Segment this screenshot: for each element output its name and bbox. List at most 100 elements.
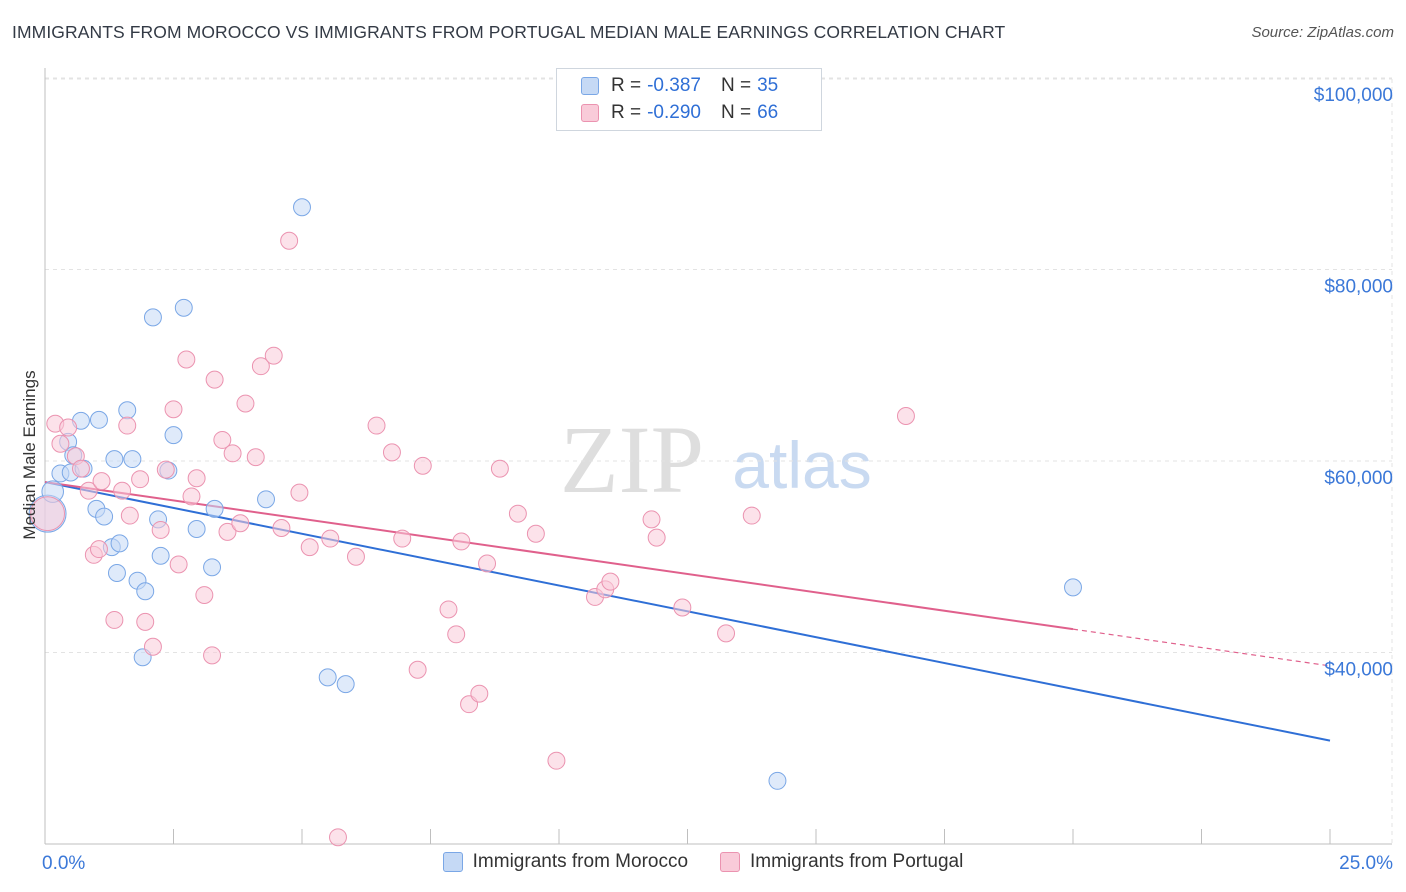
legend-row-portugal: R = -0.290 N = 66 bbox=[581, 100, 778, 126]
portugal-legend-swatch bbox=[720, 852, 741, 872]
portugal-point bbox=[290, 483, 309, 502]
morocco-n-value: 35 bbox=[757, 75, 779, 96]
morocco-swatch bbox=[581, 77, 599, 95]
series-legend: Immigrants from Morocco Immigrants from … bbox=[0, 851, 1406, 873]
portugal-r-value: -0.290 bbox=[647, 102, 701, 123]
stats-legend: R = -0.387 N = 35 R = -0.290 N = 66 bbox=[556, 68, 822, 131]
portugal-point bbox=[136, 612, 155, 631]
portugal-point bbox=[470, 684, 489, 703]
portugal-point bbox=[195, 586, 214, 605]
morocco-point bbox=[107, 564, 126, 582]
morocco-point bbox=[1064, 578, 1082, 597]
morocco-point bbox=[105, 450, 124, 469]
portugal-point bbox=[113, 481, 132, 500]
portugal-point bbox=[272, 519, 291, 537]
morocco-point bbox=[205, 499, 224, 518]
legend-item-morocco[interactable]: Immigrants from Morocco bbox=[442, 851, 688, 873]
portugal-point bbox=[131, 470, 150, 489]
portugal-point bbox=[187, 469, 206, 488]
portugal-point bbox=[742, 506, 761, 525]
portugal-point bbox=[413, 456, 432, 475]
portugal-point bbox=[143, 637, 162, 656]
portugal-point bbox=[526, 524, 545, 543]
portugal-point bbox=[647, 528, 666, 547]
portugal-point bbox=[51, 434, 70, 453]
morocco-r-value: -0.387 bbox=[647, 75, 701, 96]
portugal-point bbox=[79, 481, 98, 500]
portugal-point bbox=[203, 646, 222, 665]
morocco-point bbox=[318, 668, 337, 687]
morocco-point bbox=[203, 558, 222, 577]
morocco-legend-swatch bbox=[442, 852, 463, 872]
portugal-point bbox=[896, 407, 915, 425]
morocco-point bbox=[257, 490, 275, 509]
morocco-point bbox=[164, 426, 183, 445]
morocco-point bbox=[136, 582, 155, 601]
morocco-point bbox=[174, 298, 193, 317]
y-tick-label: $100,000 bbox=[1314, 85, 1393, 106]
y-tick-label: $40,000 bbox=[1324, 660, 1393, 681]
portugal-point bbox=[673, 598, 692, 617]
portugal-point bbox=[205, 370, 224, 389]
portugal-point bbox=[182, 487, 201, 506]
portugal-point bbox=[347, 547, 365, 566]
y-tick-label: $80,000 bbox=[1324, 277, 1393, 298]
chart-title: IMMIGRANTS FROM MOROCCO VS IMMIGRANTS FR… bbox=[12, 22, 1006, 42]
portugal-point bbox=[169, 555, 188, 574]
axis-labels: $40,000 $60,000 $80,000 $100,000 0.0% 25.0% Me… bbox=[20, 85, 1393, 874]
portugal-point bbox=[408, 660, 427, 679]
n-label: N = bbox=[720, 102, 752, 123]
y-axis-label: Median Male Earnings bbox=[20, 370, 39, 539]
portugal-trendline bbox=[44, 481, 1074, 631]
portugal-point bbox=[264, 346, 283, 365]
portugal-point bbox=[601, 572, 620, 591]
portugal-point bbox=[547, 751, 566, 770]
portugal-point bbox=[478, 554, 497, 573]
portugal-point bbox=[490, 459, 509, 478]
watermark-atlas: atlas bbox=[732, 428, 871, 502]
morocco-point bbox=[768, 771, 787, 790]
morocco-point bbox=[293, 198, 311, 217]
portugal-point bbox=[280, 231, 299, 250]
portugal-point bbox=[236, 394, 255, 413]
morocco-point bbox=[123, 450, 142, 469]
portugal-point bbox=[367, 416, 386, 435]
morocco-point bbox=[143, 308, 162, 327]
morocco-point bbox=[151, 546, 170, 565]
portugal-n-value: 66 bbox=[757, 102, 779, 123]
portugal-point bbox=[393, 529, 412, 548]
portugal-point bbox=[118, 416, 137, 435]
portugal-legend-label: Immigrants from Portugal bbox=[750, 851, 964, 872]
axes bbox=[44, 68, 1392, 845]
watermark: ZIP atlas bbox=[560, 406, 872, 513]
r-label: R = bbox=[611, 75, 642, 96]
y-tick-label: $60,000 bbox=[1324, 468, 1393, 489]
x-tick-label-max: 25.0% bbox=[1339, 853, 1393, 874]
x-tick-label-min: 0.0% bbox=[42, 853, 85, 874]
portugal-point bbox=[508, 504, 527, 523]
portugal-point bbox=[90, 540, 108, 559]
morocco-point bbox=[187, 520, 206, 538]
portugal-point bbox=[177, 350, 196, 369]
portugal-point bbox=[439, 600, 458, 619]
morocco-point bbox=[118, 401, 137, 420]
portugal-point bbox=[251, 357, 270, 376]
portugal-point bbox=[59, 418, 78, 437]
portugal-point bbox=[156, 460, 175, 479]
portugal-point bbox=[30, 496, 66, 532]
n-label: N = bbox=[720, 75, 752, 96]
portugal-point bbox=[105, 610, 124, 629]
morocco-point bbox=[95, 507, 114, 526]
portugal-point bbox=[717, 624, 736, 643]
portugal-point bbox=[231, 514, 250, 533]
portugal-point bbox=[382, 443, 401, 462]
gridlines bbox=[45, 77, 1393, 844]
portugal-point bbox=[72, 459, 90, 478]
portugal-point bbox=[246, 448, 265, 467]
morocco-point bbox=[336, 675, 355, 694]
portugal-point bbox=[329, 828, 347, 847]
portugal-point bbox=[218, 522, 237, 541]
legend-item-portugal[interactable]: Immigrants from Portugal bbox=[720, 851, 963, 873]
portugal-point bbox=[300, 538, 319, 557]
morocco-point bbox=[90, 410, 108, 429]
